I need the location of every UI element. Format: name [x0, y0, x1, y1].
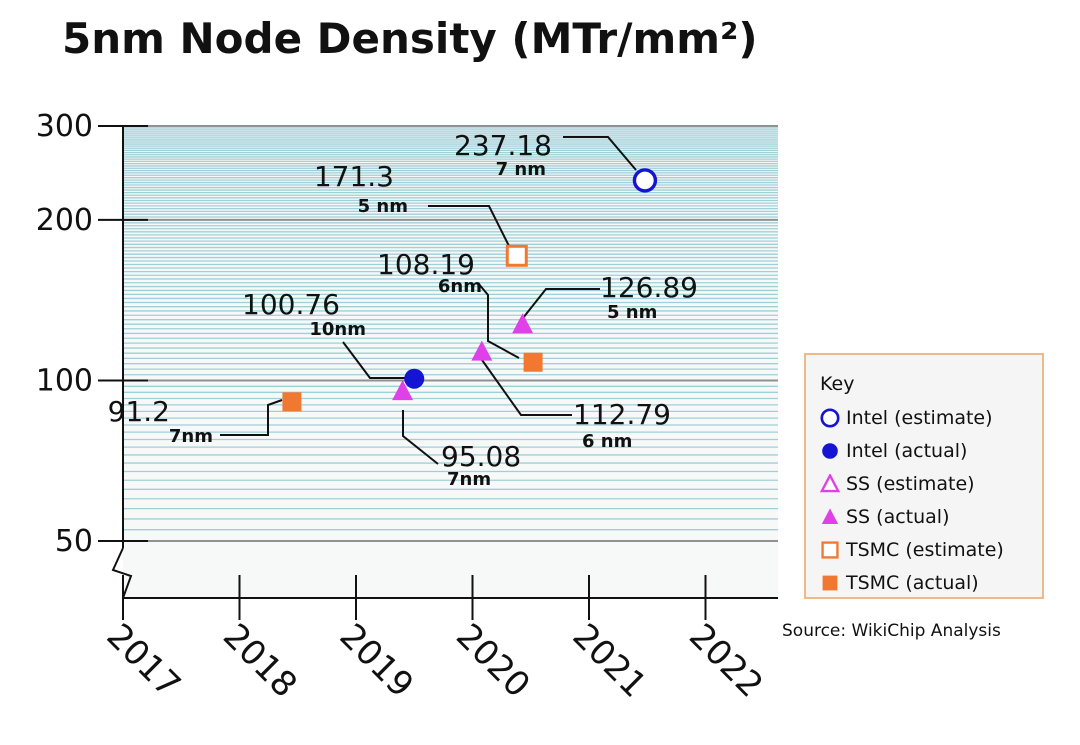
- source-note: Source: WikiChip Analysis: [782, 621, 1001, 641]
- x-tick-label: 2017: [99, 616, 188, 705]
- legend-title: Key: [820, 373, 855, 395]
- point-value-label: 112.79: [573, 398, 671, 431]
- leader-line: [522, 288, 600, 319]
- axes: [98, 125, 778, 620]
- legend-item-label: SS (estimate): [846, 472, 975, 495]
- point-node-label: 10nm: [309, 319, 366, 340]
- data-markers: [282, 168, 658, 412]
- legend-marker: [822, 575, 838, 590]
- y-tick-label: 100: [36, 363, 93, 398]
- plot-background: [123, 126, 778, 598]
- data-point-marker: [505, 244, 528, 267]
- point-node-label: 7nm: [169, 426, 213, 447]
- square-marker-icon: [820, 540, 840, 560]
- x-tick-labels: 2017 2018 2019 2020 2021 2022: [99, 616, 771, 705]
- legend-item: SS (actual): [820, 500, 1042, 533]
- x-tick-label: 2022: [681, 616, 770, 705]
- legend-marker: [822, 442, 838, 459]
- leader-line: [481, 359, 572, 416]
- chart-title: 5nm Node Density (MTr/mm²): [62, 14, 758, 63]
- legend-item: TSMC (actual): [820, 566, 1042, 599]
- point-node-label: 6 nm: [582, 431, 632, 452]
- leader-line: [402, 410, 439, 465]
- legend-marker: [821, 540, 839, 559]
- data-point-marker: [471, 340, 493, 361]
- x-tick-label: 2020: [448, 616, 537, 705]
- legend-item-label: Intel (actual): [846, 439, 968, 462]
- data-point-marker: [392, 380, 414, 401]
- legend-marker: [820, 473, 840, 492]
- data-point-marker: [282, 392, 302, 412]
- legend-item: TSMC (estimate): [820, 533, 1042, 566]
- gridlines: [123, 125, 778, 542]
- legend-items: Intel (estimate) Intel (actual) SS (estima…: [820, 401, 1042, 599]
- legend-marker: [820, 407, 840, 428]
- y-tick-label: 50: [55, 524, 93, 559]
- square-marker-icon: [820, 573, 840, 593]
- data-point-marker: [512, 313, 534, 334]
- legend-marker: [821, 507, 839, 524]
- point-node-label: 6nm: [438, 276, 482, 297]
- point-node-label: 5 nm: [358, 196, 408, 217]
- y-tick-label: 200: [36, 203, 93, 238]
- data-point-marker: [404, 368, 425, 389]
- legend-item-label: TSMC (estimate): [846, 538, 1004, 561]
- point-node-label: 7 nm: [496, 159, 546, 180]
- y-tick-label: 300: [36, 109, 93, 144]
- data-point-marker: [632, 168, 658, 193]
- triangle-marker-icon: [820, 507, 840, 527]
- x-tick-label: 2018: [215, 616, 304, 705]
- y-tick-labels: 50 100 200 300: [36, 109, 93, 559]
- legend-item-label: Intel (estimate): [846, 406, 993, 429]
- x-tick-label: 2021: [565, 616, 654, 705]
- legend-item: SS (estimate): [820, 467, 1042, 500]
- plot-area: [123, 126, 778, 598]
- legend-item-label: SS (actual): [846, 505, 950, 528]
- point-node-label: 5 nm: [607, 302, 657, 323]
- legend-item-label: TSMC (actual): [846, 571, 979, 594]
- point-value-label: 237.18: [454, 129, 552, 162]
- point-value-label: 100.76: [242, 288, 340, 321]
- point-value-label: 126.89: [600, 271, 698, 304]
- triangle-marker-icon: [820, 473, 840, 494]
- point-value-label: 171.3: [314, 160, 394, 193]
- leader-line: [342, 341, 405, 379]
- leader-lines: [220, 136, 637, 465]
- legend: Key Intel (estimate) Intel (actual) SS (es…: [804, 353, 1044, 599]
- point-value-label: 91.2: [108, 395, 170, 428]
- circle-marker-icon: [820, 407, 840, 428]
- point-node-label: 7nm: [447, 469, 491, 490]
- leader-line: [220, 399, 283, 436]
- leader-line: [477, 282, 520, 359]
- data-point-marker: [523, 352, 543, 372]
- x-tick-label: 2019: [332, 616, 421, 705]
- point-value-label: 108.19: [377, 248, 475, 281]
- leader-line: [563, 136, 637, 171]
- leader-line: [428, 205, 511, 249]
- axis-break-icon: [111, 547, 133, 599]
- circle-marker-icon: [820, 441, 840, 461]
- legend-item: Intel (actual): [820, 434, 1042, 467]
- point-value-label: 95.08: [441, 440, 521, 473]
- legend-item: Intel (estimate): [820, 401, 1042, 434]
